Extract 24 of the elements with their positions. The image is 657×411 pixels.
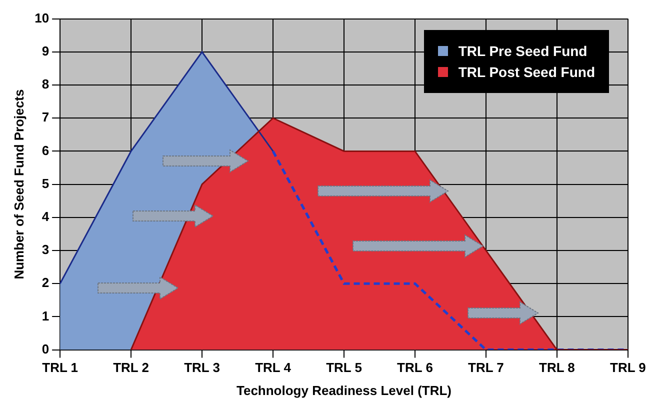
x-tick-label: TRL 3 [184, 360, 220, 376]
y-tick-label: 3 [42, 242, 50, 258]
y-tick-label: 5 [42, 176, 50, 191]
legend-label: TRL Pre Seed Fund [458, 43, 588, 59]
y-tick-label: 6 [42, 142, 50, 158]
x-tick-label: TRL 2 [113, 360, 149, 376]
y-tick-label: 10 [34, 10, 50, 26]
y-tick-label: 4 [42, 208, 50, 224]
x-tick-label: TRL 4 [255, 360, 292, 376]
y-axis-title: Number of Seed Fund Projects [11, 89, 26, 280]
y-tick-label: 2 [42, 275, 50, 290]
y-tick-label: 1 [42, 308, 50, 324]
y-tick-label: 9 [42, 43, 50, 58]
y-tick-label: 7 [42, 110, 50, 125]
x-tick-label: TRL 5 [326, 360, 362, 376]
y-tick-label: 0 [42, 341, 50, 356]
x-tick-label: TRL 9 [610, 360, 646, 376]
x-axis-title: Technology Readiness Level (TRL) [236, 382, 452, 398]
y-tick-label: 8 [42, 76, 50, 92]
x-tick-label: TRL 8 [539, 360, 575, 376]
x-tick-label: TRL 1 [42, 360, 78, 376]
legend-label: TRL Post Seed Fund [458, 64, 595, 80]
x-tick-label: TRL 6 [397, 360, 433, 376]
x-tick-label: TRL 7 [468, 360, 504, 376]
